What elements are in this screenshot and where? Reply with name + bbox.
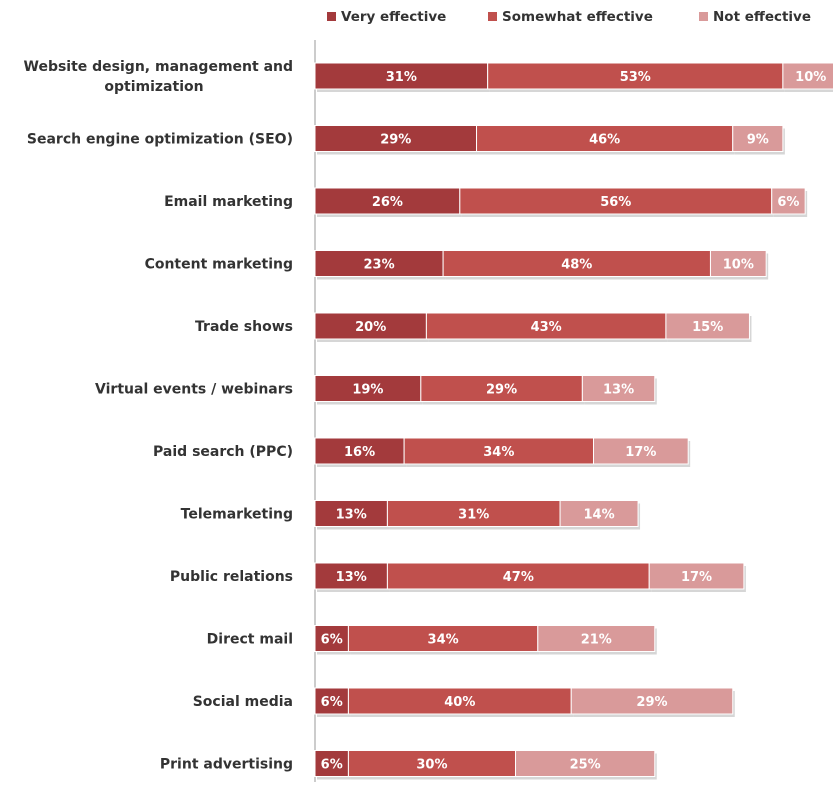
bar-4-series-1 <box>314 250 444 277</box>
bar-value-label: 31% <box>458 508 489 523</box>
bar-8-series-1 <box>314 500 388 527</box>
category-label: Trade shows <box>195 319 293 335</box>
bars: 31% 53% 10% 29% 46% 9% 26% 56% 6% 23% 48% 10% 20% 43%… <box>314 62 833 780</box>
bar-value-label: 30% <box>416 758 447 773</box>
legend-label-1: Very effective <box>341 9 446 25</box>
category-label: optimization <box>104 79 203 95</box>
category-label: Direct mail <box>207 632 293 648</box>
bar-6-series-2 <box>420 375 583 402</box>
legend-swatch-3 <box>699 12 708 21</box>
bar-3-series-1 <box>314 187 461 215</box>
bar-value-label: 34% <box>483 445 514 460</box>
category-label: Social media <box>193 694 293 710</box>
bar-value-label: 20% <box>355 320 386 335</box>
bar-value-label: 43% <box>531 320 562 335</box>
bar-value-label: 13% <box>603 383 634 398</box>
bar-value-label: 53% <box>620 70 651 85</box>
legend-swatch-1 <box>327 12 336 21</box>
bar-value-label: 19% <box>352 383 383 398</box>
category-labels: Website design, management and optimizati… <box>24 59 294 773</box>
bar-12-series-1 <box>314 750 349 777</box>
category-label: Print advertising <box>160 757 293 773</box>
category-label: Content marketing <box>145 257 293 273</box>
bar-value-label: 25% <box>570 758 601 773</box>
bar-2-series-1 <box>314 125 478 152</box>
legend-swatch-2 <box>488 12 497 21</box>
bar-3-series-3 <box>771 187 806 215</box>
bar-value-label: 16% <box>344 445 375 460</box>
bar-value-label: 15% <box>692 320 723 335</box>
bar-7-series-1 <box>314 437 405 465</box>
legend-label-2: Somewhat effective <box>502 9 653 25</box>
bar-value-label: 40% <box>444 695 475 710</box>
bar-12-series-3 <box>515 750 656 777</box>
bar-value-label: 31% <box>386 70 417 85</box>
bar-value-label: 48% <box>561 258 592 273</box>
bar-2-series-3 <box>732 125 784 152</box>
bar-value-label: 9% <box>747 133 769 148</box>
bar-8-series-3 <box>559 500 639 527</box>
bar-value-label: 47% <box>503 570 534 585</box>
bar-1-series-2 <box>487 62 784 90</box>
bar-7-series-2 <box>403 437 594 465</box>
bar-1-series-3 <box>782 62 833 90</box>
bar-7-series-3 <box>592 437 689 465</box>
legend-label-3: Not effective <box>713 9 811 25</box>
bar-value-label: 34% <box>428 633 459 648</box>
bar-value-label: 29% <box>636 695 667 710</box>
bar-6-series-3 <box>581 375 656 402</box>
bar-4-series-3 <box>709 250 767 277</box>
category-label: Paid search (PPC) <box>153 444 293 460</box>
bar-4-series-2 <box>442 250 711 277</box>
bar-value-label: 46% <box>589 133 620 148</box>
bar-value-label: 6% <box>777 195 799 210</box>
bar-5-series-2 <box>425 312 667 340</box>
bar-value-label: 23% <box>363 258 394 273</box>
bar-1-series-1 <box>314 62 489 90</box>
bar-value-label: 29% <box>380 133 411 148</box>
bar-value-label: 6% <box>321 633 343 648</box>
bar-10-series-2 <box>347 625 539 652</box>
bar-value-label: 17% <box>681 570 712 585</box>
bar-value-label: 17% <box>625 445 656 460</box>
bar-value-label: 10% <box>723 258 754 273</box>
category-label: Website design, management and <box>24 59 294 75</box>
bar-5-series-1 <box>314 312 427 340</box>
bar-value-label: 6% <box>321 695 343 710</box>
bar-value-label: 10% <box>795 70 826 85</box>
bar-9-series-3 <box>648 562 745 590</box>
bar-value-label: 13% <box>336 508 367 523</box>
bar-value-label: 21% <box>581 633 612 648</box>
bar-5-series-3 <box>665 312 750 340</box>
category-label: Public relations <box>170 569 293 585</box>
bar-10-series-3 <box>537 625 656 652</box>
bar-value-label: 13% <box>336 570 367 585</box>
bar-value-label: 6% <box>321 758 343 773</box>
bar-value-label: 14% <box>584 508 615 523</box>
bar-8-series-2 <box>386 500 561 527</box>
bar-12-series-2 <box>347 750 517 777</box>
bar-value-label: 29% <box>486 383 517 398</box>
legend: Very effective Somewhat effective Not effe… <box>327 9 811 25</box>
category-label: Virtual events / webinars <box>95 382 293 398</box>
bar-3-series-2 <box>459 187 773 215</box>
bar-11-series-2 <box>347 687 572 715</box>
category-label: Email marketing <box>164 194 293 210</box>
bar-9-series-2 <box>386 562 650 590</box>
bar-value-label: 26% <box>372 195 403 210</box>
category-label: Telemarketing <box>181 507 293 523</box>
bar-11-series-3 <box>570 687 734 715</box>
bar-6-series-1 <box>314 375 422 402</box>
category-label: Search engine optimization (SEO) <box>27 132 293 148</box>
bar-value-label: 56% <box>600 195 631 210</box>
